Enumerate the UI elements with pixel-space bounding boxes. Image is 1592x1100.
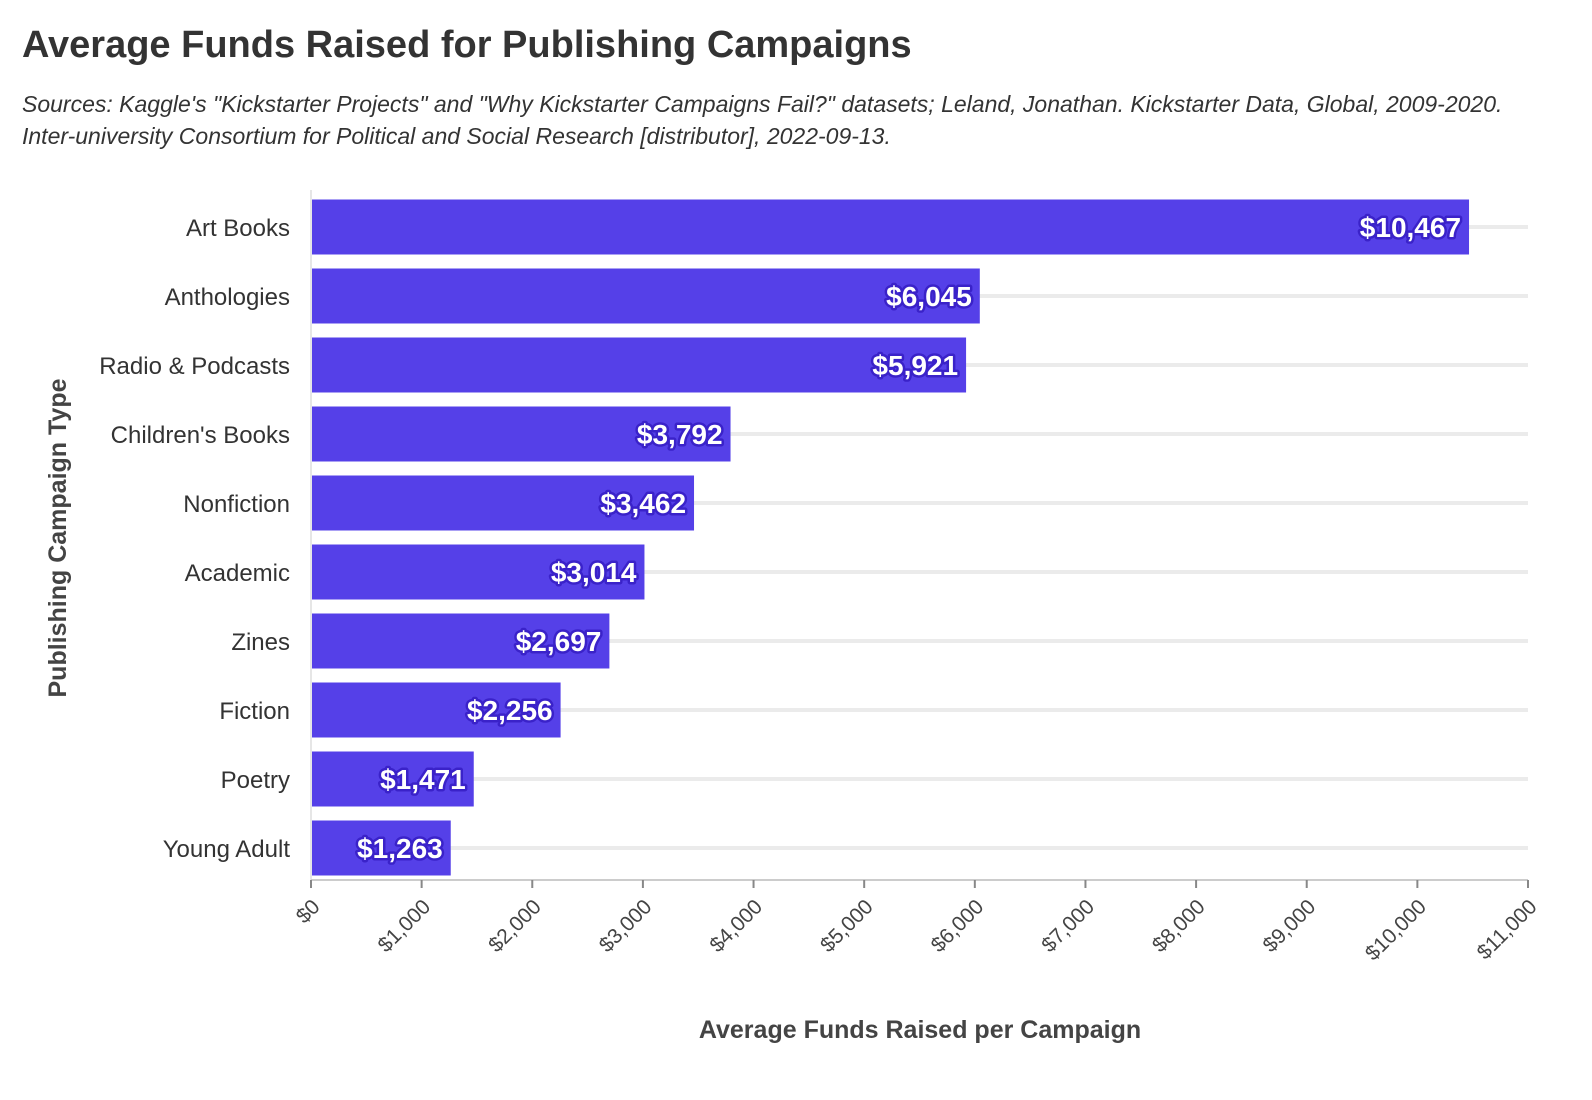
x-tick-label: $0 <box>292 895 325 928</box>
x-tick-label: $5,000 <box>816 895 878 957</box>
bar <box>311 682 561 738</box>
category-label: Poetry <box>221 767 290 794</box>
category-label: Anthologies <box>165 284 290 311</box>
bars <box>311 199 1470 876</box>
data-label: $1,263 <box>357 833 443 864</box>
category-labels: Art Books Anthologies Radio & Podcasts Chil… <box>99 215 290 863</box>
category-label: Academic <box>185 560 290 587</box>
x-tick-label: $8,000 <box>1148 895 1210 957</box>
data-labels: $10,467 $6,045 $5,921 $3,792 $3,462 $3,014 $2,… <box>355 210 1464 867</box>
bar <box>311 751 474 807</box>
chart-subtitle: Sources: Kaggle's "Kickstarter Projects"… <box>22 91 1503 149</box>
x-axis-title: Average Funds Raised per Campaign <box>699 1016 1141 1044</box>
category-label: Young Adult <box>163 836 291 863</box>
x-tick-label: $1,000 <box>373 895 435 957</box>
data-label: $6,045 <box>886 281 972 312</box>
chart-title: Average Funds Raised for Publishing Camp… <box>22 24 912 66</box>
bar <box>311 820 451 876</box>
bar <box>311 613 610 669</box>
data-label: $5,921 <box>872 350 958 381</box>
category-label: Zines <box>231 629 290 656</box>
x-tick-label: $7,000 <box>1037 895 1099 957</box>
y-axis-title: Publishing Campaign Type <box>44 378 72 697</box>
x-tick-label: $4,000 <box>705 895 767 957</box>
data-label: $2,697 <box>516 626 602 657</box>
data-label: $3,462 <box>600 488 686 519</box>
category-label: Fiction <box>219 698 290 725</box>
x-tick-label: $11,000 <box>1473 895 1542 964</box>
x-tick-label: $9,000 <box>1259 895 1321 957</box>
x-tick-label: $3,000 <box>595 895 657 957</box>
x-tick-label: $2,000 <box>484 895 546 957</box>
category-label: Art Books <box>186 215 290 242</box>
bar <box>311 406 731 462</box>
category-label: Radio & Podcasts <box>99 353 290 380</box>
bar <box>311 544 645 600</box>
category-label: Nonfiction <box>183 491 290 518</box>
x-tick-label: $6,000 <box>927 895 989 957</box>
data-label: $1,471 <box>380 764 466 795</box>
bar <box>311 268 980 324</box>
bar <box>311 199 1470 255</box>
bar <box>311 475 695 531</box>
data-label: $2,256 <box>467 695 553 726</box>
data-label: $10,467 <box>1360 212 1461 243</box>
bar <box>311 337 967 393</box>
x-tick-label: $10,000 <box>1361 895 1431 965</box>
data-label: $3,792 <box>637 419 723 450</box>
data-label: $3,014 <box>551 557 637 588</box>
category-label: Children's Books <box>111 422 290 449</box>
